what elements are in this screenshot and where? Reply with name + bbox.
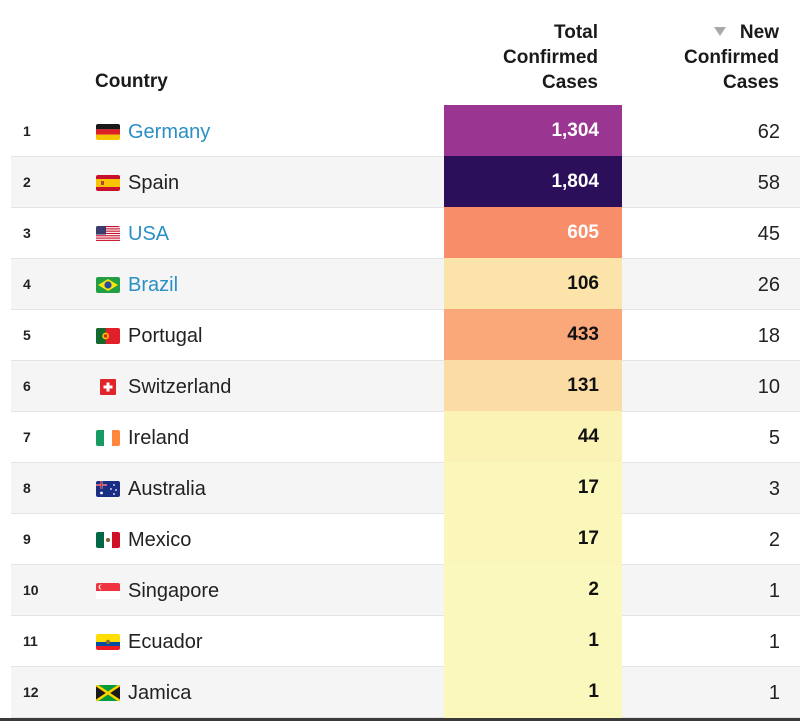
new-cases-cell: 1 <box>768 682 780 704</box>
rank-cell: 4 <box>23 276 31 292</box>
column-header-country[interactable]: Country <box>95 71 168 92</box>
total-cases-cell: 1 <box>444 615 622 667</box>
rank-cell: 6 <box>23 378 31 394</box>
spain-flag-icon <box>96 175 120 191</box>
country-link[interactable]: USA <box>128 223 170 245</box>
new-cases-cell: 3 <box>768 478 780 500</box>
new-cases-cell: 26 <box>757 274 780 296</box>
new-cases-cell: 5 <box>768 427 780 449</box>
rank-cell: 9 <box>23 531 31 547</box>
total-cases-cell: 131 <box>444 360 622 412</box>
total-cases-cell: 17 <box>444 513 622 565</box>
rank-cell: 7 <box>23 429 31 445</box>
switzerland-flag-icon <box>96 379 120 395</box>
new-cases-cell: 2 <box>768 529 780 551</box>
country-link[interactable]: Germany <box>128 121 211 143</box>
rank-cell: 2 <box>23 174 31 190</box>
country-name: Mexico <box>128 529 192 551</box>
header-text: Cases <box>723 72 779 93</box>
portugal-flag-icon <box>96 328 120 344</box>
sort-descending-icon[interactable] <box>713 27 726 36</box>
total-cases-cell: 433 <box>444 309 622 361</box>
new-cases-cell: 62 <box>757 121 780 143</box>
new-cases-cell: 1 <box>768 580 780 602</box>
total-cases-cell: 2 <box>444 564 622 616</box>
table-row: 10 Singapore 2 1 <box>11 564 800 616</box>
rank-cell: 11 <box>23 633 38 649</box>
bottom-divider <box>0 718 800 721</box>
column-header-new-confirmed-cases[interactable]: New Confirmed Cases <box>640 20 779 95</box>
table-row: 4 Brazil 106 26 <box>11 258 800 310</box>
table-row: 8 Australia 17 3 <box>11 462 800 514</box>
jamaica-flag-icon <box>96 685 120 701</box>
total-cases-cell: 1 <box>444 666 622 718</box>
singapore-flag-icon <box>96 583 120 599</box>
header-text: Total <box>554 22 598 43</box>
table-row: 2 Spain 1,804 58 <box>11 156 800 208</box>
header-text: Cases <box>542 72 598 93</box>
table-row: 7 Ireland 44 5 <box>11 411 800 463</box>
total-cases-cell: 1,804 <box>444 156 622 208</box>
new-cases-cell: 45 <box>757 223 780 245</box>
country-name: Portugal <box>128 325 203 347</box>
total-cases-cell: 17 <box>444 462 622 514</box>
country-name: Ecuador <box>128 631 203 653</box>
rank-cell: 12 <box>23 684 39 700</box>
table-row: 6 Switzerland 131 10 <box>11 360 800 412</box>
rank-cell: 1 <box>23 123 31 139</box>
country-name: Switzerland <box>128 376 232 398</box>
usa-flag-icon <box>96 226 120 242</box>
table-row: 12 Jamica 1 1 <box>11 666 800 718</box>
rank-cell: 10 <box>23 582 39 598</box>
mexico-flag-icon <box>96 532 120 548</box>
header-text: Confirmed <box>684 47 779 68</box>
country-name: Jamica <box>128 682 192 704</box>
table-row: 1 Germany 1,304 62 <box>11 105 800 157</box>
rank-cell: 8 <box>23 480 31 496</box>
new-cases-cell: 10 <box>757 376 780 398</box>
total-cases-cell: 44 <box>444 411 622 463</box>
rank-cell: 3 <box>23 225 31 241</box>
germany-flag-icon <box>96 124 120 140</box>
country-name: Singapore <box>128 580 220 602</box>
australia-flag-icon <box>96 481 120 497</box>
country-link[interactable]: Brazil <box>128 274 179 296</box>
ecuador-flag-icon <box>96 634 120 650</box>
table-body: 1 Germany 1,304 62 2 Spain 1,804 58 3 USA 605 45 4 Br… <box>11 105 800 718</box>
brazil-flag-icon <box>96 277 120 293</box>
total-cases-cell: 1,304 <box>444 105 622 157</box>
country-name: Ireland <box>128 427 190 449</box>
new-cases-cell: 18 <box>757 325 780 347</box>
total-cases-cell: 605 <box>444 207 622 259</box>
new-cases-cell: 58 <box>757 172 780 194</box>
table-row: 9 Mexico 17 2 <box>11 513 800 565</box>
new-cases-cell: 1 <box>768 631 780 653</box>
table-row: 5 Portugal 433 18 <box>11 309 800 361</box>
header-text: New <box>739 22 779 43</box>
table-header: Country Total Confirmed Cases New Confir… <box>0 0 800 106</box>
ireland-flag-icon <box>96 430 120 446</box>
country-name: Australia <box>128 478 206 500</box>
country-name: Spain <box>128 172 180 194</box>
rank-cell: 5 <box>23 327 31 343</box>
header-text: Confirmed <box>503 47 598 68</box>
column-header-total-confirmed-cases[interactable]: Total Confirmed Cases <box>444 20 598 95</box>
table-row: 3 USA 605 45 <box>11 207 800 259</box>
total-cases-cell: 106 <box>444 258 622 310</box>
table-row: 11 Ecuador 1 1 <box>11 615 800 667</box>
